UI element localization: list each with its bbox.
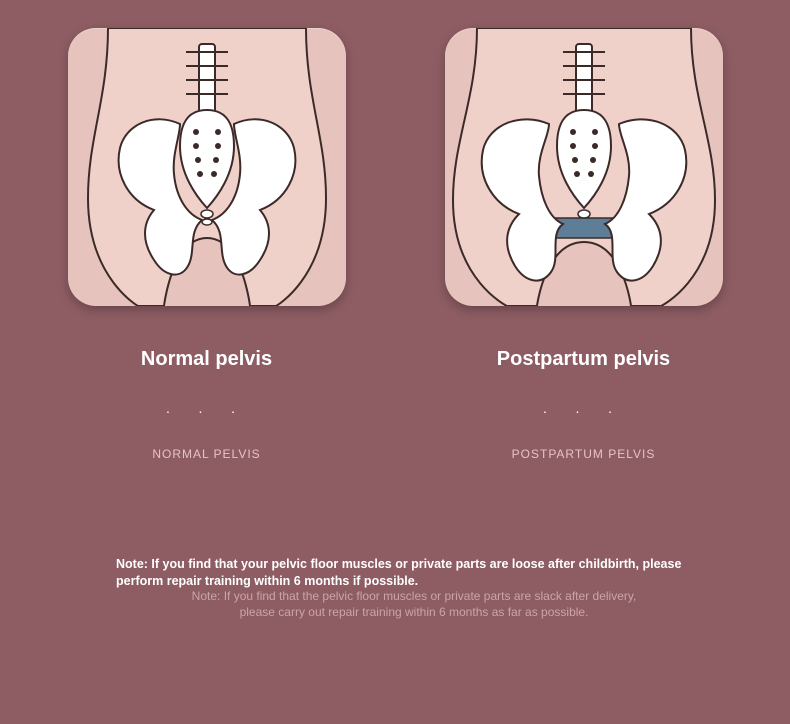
panels-row: Normal pelvis · · · NORMAL PELVIS — [18, 0, 772, 461]
pelvis-postpartum-svg — [445, 28, 723, 306]
note-sub: Note: If you find that the pelvic floor … — [116, 588, 712, 620]
pelvis-normal-svg — [68, 28, 346, 306]
illustration-normal-pelvis — [68, 28, 346, 306]
subtitle-normal: NORMAL PELVIS — [152, 447, 260, 461]
note-sub-line2: please carry out repair training within … — [240, 605, 589, 619]
dots-normal: · · · — [166, 403, 248, 419]
illustration-postpartum-pelvis — [445, 28, 723, 306]
title-postpartum: Postpartum pelvis — [497, 348, 670, 371]
dots-postpartum: · · · — [543, 403, 625, 419]
panel-normal: Normal pelvis · · · NORMAL PELVIS — [57, 28, 357, 461]
infographic-page: Normal pelvis · · · NORMAL PELVIS — [18, 0, 772, 724]
subtitle-postpartum: POSTPARTUM PELVIS — [512, 447, 656, 461]
panel-postpartum: Postpartum pelvis · · · POSTPARTUM PELVI… — [434, 28, 734, 461]
note-bold: Note: If you find that your pelvic floor… — [116, 556, 712, 590]
title-normal: Normal pelvis — [141, 348, 272, 371]
note-sub-line1: Note: If you find that the pelvic floor … — [192, 589, 637, 603]
